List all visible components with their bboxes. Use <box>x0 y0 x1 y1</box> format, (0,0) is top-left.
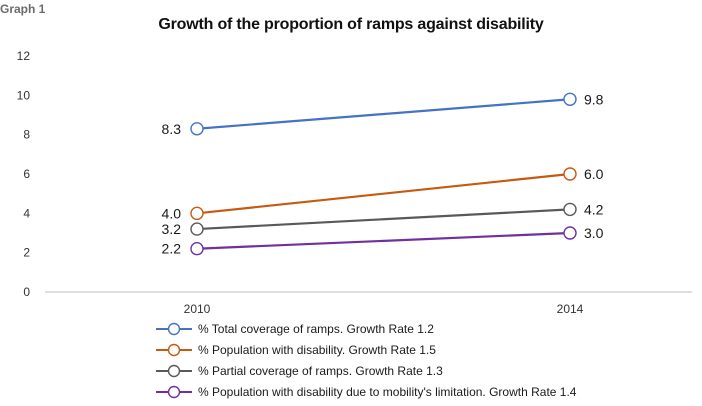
data-label: 4.0 <box>162 205 182 221</box>
data-point-marker <box>190 206 204 221</box>
legend-swatch <box>156 385 192 398</box>
chart-axes: 0 2 4 6 8 10 12 2010 2014 <box>17 49 692 316</box>
legend-label: % Partial coverage of ramps. Growth Rate… <box>198 363 443 378</box>
series-line <box>196 98 571 130</box>
data-point-marker <box>190 122 204 136</box>
chart-legend: % Total coverage of ramps. Growth Rate 1… <box>156 318 576 402</box>
data-point-marker <box>190 222 204 236</box>
legend-swatch-marker <box>167 385 181 398</box>
data-label: 3.0 <box>584 225 604 241</box>
legend-item: % Population with disability due to mobi… <box>156 381 576 402</box>
legend-swatch-marker <box>167 343 181 356</box>
series-line <box>196 231 571 250</box>
data-label: 3.2 <box>162 221 182 237</box>
legend-item: % Partial coverage of ramps. Growth Rate… <box>156 360 576 381</box>
y-tick-label: 10 <box>17 88 31 102</box>
y-tick-label: 12 <box>17 49 31 63</box>
x-tick-label: 2010 <box>184 302 211 316</box>
legend-swatch <box>156 364 192 377</box>
legend-label: % Population with disability due to mobi… <box>198 384 577 399</box>
legend-swatch-marker <box>167 364 181 377</box>
legend-label: % Population with disability. Growth Rat… <box>198 342 436 357</box>
data-label: 8.3 <box>162 121 182 137</box>
data-label: 9.8 <box>584 91 604 107</box>
y-tick-label: 8 <box>23 128 30 142</box>
y-tick-label: 2 <box>23 246 30 260</box>
data-points <box>190 92 577 256</box>
data-point-marker <box>563 226 577 240</box>
legend-label: % Total coverage of ramps. Growth Rate 1… <box>198 321 434 336</box>
y-tick-label: 0 <box>23 285 30 299</box>
data-label: 2.2 <box>162 241 182 257</box>
series-lines <box>196 98 571 250</box>
legend-swatch-marker <box>167 322 181 335</box>
data-point-marker <box>563 92 577 106</box>
legend-swatch <box>156 322 192 335</box>
graph-number-label: Graph 1 <box>0 2 46 16</box>
data-point-marker <box>563 167 577 181</box>
legend-swatch <box>156 343 192 356</box>
legend-item: % Population with disability. Growth Rat… <box>156 339 576 360</box>
y-tick-label: 6 <box>23 167 30 181</box>
legend-item: % Total coverage of ramps. Growth Rate 1… <box>156 318 576 339</box>
data-labels: 8.3 9.8 4.0 6.0 3.2 4.2 2.2 3.0 <box>162 91 604 256</box>
chart-title: Growth of the proportion of ramps agains… <box>158 16 544 33</box>
data-label: 4.2 <box>584 201 604 217</box>
data-point-marker <box>190 242 204 256</box>
y-tick-label: 4 <box>23 206 30 220</box>
data-point-marker <box>563 202 577 217</box>
data-label: 6.0 <box>584 166 604 182</box>
series-line <box>196 208 571 231</box>
x-tick-label: 2014 <box>557 302 584 316</box>
series-line <box>196 172 571 215</box>
